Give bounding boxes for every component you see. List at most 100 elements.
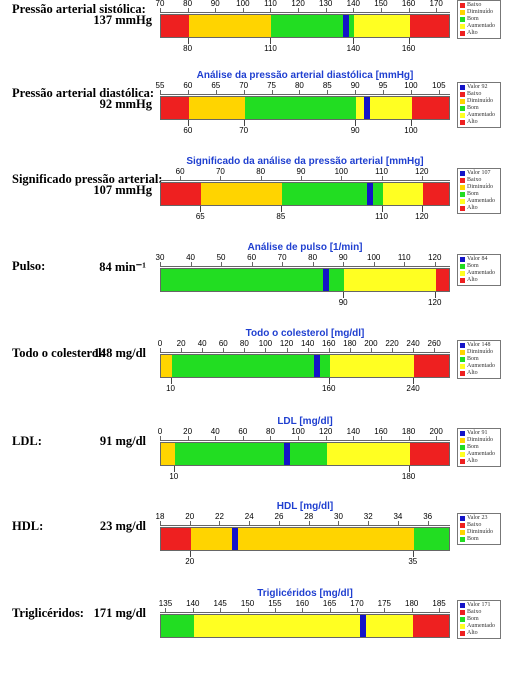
tick-label: 95 [378,81,388,90]
legend-item: Aumentado [460,451,498,458]
legend-item: Aumentado [460,363,498,370]
tick-mark [408,8,410,12]
tick-mark [384,608,386,612]
legend-text: Baixo [467,91,482,97]
tick-label: 140 [346,0,361,8]
threshold-tick [200,206,202,212]
threshold-label: 80 [183,44,193,53]
legend-text: Aumentado [467,23,495,29]
threshold-tick [187,120,189,126]
chart-scale: 60 70 80 90 100 110 120 [160,167,450,181]
range-segment [161,615,195,637]
tick-label: 120 [291,0,305,8]
value-marker [232,528,239,550]
legend-swatch [460,10,465,15]
threshold-label: 180 [401,472,416,481]
tick-label: 90 [210,0,220,8]
metric-label: Triglicéridos: [12,606,84,620]
chart-scale: 55 60 65 70 75 80 85 90 95 100 105 [156,81,450,95]
legend-item: Aumentado [460,23,498,30]
legend-text: Bom [467,105,479,111]
value-marker [360,615,367,637]
legend-item: Alto [460,370,498,377]
threshold-tick [187,38,189,44]
range-segment [344,269,437,291]
range-segment [201,183,283,205]
metric-label: Significado pressão arterial: [12,172,163,186]
tick-mark [165,608,167,612]
legend-text: Alto [467,30,478,36]
legend-text: Bom [467,616,479,622]
threshold-tick [189,551,191,557]
range-segment [161,269,345,291]
legend-swatch [460,206,465,211]
range-segment [414,355,449,377]
legend-item: Bom [460,191,498,198]
legend-text: Aumentado [467,623,495,629]
tick-mark [325,436,327,440]
legend-text: Aumentado [467,112,495,118]
legend-item: Baixo [460,609,498,616]
legend-swatch [460,364,465,369]
tick-mark [189,521,191,525]
legend-swatch [460,610,465,615]
tick-label: 60 [218,339,228,348]
threshold-label: 120 [428,298,442,307]
tick-mark [220,608,222,612]
tick-mark [349,348,351,352]
tick-mark [353,436,355,440]
legend-item-value: Valor 148 [460,342,498,349]
tick-mark [408,436,410,440]
threshold-tick [243,120,245,126]
legend-swatch [460,459,465,464]
threshold-label: 160 [401,44,416,53]
chart-title: HDL [mg/dl] [276,501,334,512]
tick-mark [325,8,327,12]
range-segment [161,15,190,37]
range-segment [382,183,424,205]
chart-legend: Valor 148 Diminuído Bom Aumentado Alto [457,340,501,379]
legend-item-value: Valor 23 [460,515,498,522]
tick-mark [434,348,436,352]
tick-mark [312,262,314,266]
threshold-label: 20 [185,557,195,566]
legend-swatch [460,537,465,542]
range-bar [160,182,450,206]
tick-label: 180 [343,339,357,348]
range-segment [271,15,355,37]
tick-label: 22 [215,512,224,521]
legend-swatch [460,171,465,176]
value-marker [322,269,329,291]
threshold-tick [270,38,272,44]
tick-label: 60 [247,253,257,262]
legend-item: Alto [460,458,498,465]
tick-label: 150 [374,0,388,8]
tick-mark [410,90,412,94]
tick-mark [243,90,245,94]
legend-swatch [460,516,465,521]
tick-mark [249,521,251,525]
tick-mark [370,348,372,352]
tick-label: 75 [267,81,276,90]
tick-mark [215,90,217,94]
tick-label: 155 [268,599,282,608]
chart-legend: Valor 171 Baixo Bom Aumentado Alto [457,600,501,639]
threshold-tick [280,206,282,212]
tick-label: 200 [364,339,378,348]
legend-item: Bom [460,16,498,23]
range-bar [160,527,450,551]
tick-label: 135 [158,599,173,608]
threshold-tick [434,292,436,298]
tick-mark [160,521,161,525]
tick-label: 60 [238,427,248,436]
range-segment [409,443,449,465]
value-marker [367,183,374,205]
legend-item: Diminuído [460,349,498,356]
tick-mark [299,90,301,94]
legend-swatch [460,445,465,450]
tick-mark [242,436,244,440]
legend-swatch [460,438,465,443]
chart-title: Todo o colesterol [mg/dl] [245,328,365,339]
legend-text: Valor 91 [467,430,488,436]
chart-scale: 18 20 22 24 26 28 30 32 34 36 [156,512,450,526]
